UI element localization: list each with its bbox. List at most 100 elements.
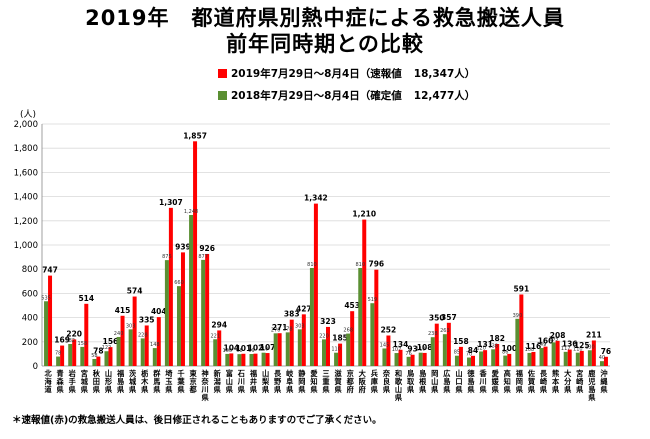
data-label-2018: 99 xyxy=(248,348,254,354)
bar-2019-栃木県 xyxy=(144,325,149,366)
bar-2018-石川県 xyxy=(237,354,242,366)
data-label-2019: 125 xyxy=(574,341,590,350)
data-label-2018: 240 xyxy=(114,331,124,337)
x-tick-label: 長野県 xyxy=(274,369,282,394)
data-label-2019: 294 xyxy=(211,320,227,329)
x-tick-label: 三重県 xyxy=(322,369,330,394)
x-tick-label: 大阪府 xyxy=(359,369,367,394)
data-label-2019: 1,857 xyxy=(183,131,207,140)
y-tick-label: 1,000 xyxy=(14,241,38,251)
x-tick-label: 香川県 xyxy=(479,369,488,394)
bar-2018-東京都 xyxy=(189,214,194,366)
x-tick-label: 滋賀県 xyxy=(333,369,342,394)
data-label-2019: 591 xyxy=(514,284,530,293)
x-tick-label: 山梨県 xyxy=(261,369,270,394)
bar-2019-群馬県 xyxy=(156,317,161,366)
y-tick-label: 200 xyxy=(22,338,38,348)
data-label-2018: 107 xyxy=(392,347,402,353)
bar-2019-佐賀県 xyxy=(531,351,536,366)
data-label-2018: 220 xyxy=(319,333,329,339)
x-tick-label: 埼玉県 xyxy=(165,369,173,394)
x-tick-label: 福島県 xyxy=(116,369,125,394)
x-tick-label: 兵庫県 xyxy=(371,369,379,394)
bar-2019-千葉県 xyxy=(180,252,185,366)
bar-2018-福井県 xyxy=(249,354,254,366)
bar-2019-熊本県 xyxy=(555,340,560,366)
data-label-2019: 160 xyxy=(538,337,554,346)
data-label-2019: 796 xyxy=(369,260,385,269)
data-label-2018: 110 xyxy=(331,347,341,353)
x-tick-label: 岩手県 xyxy=(68,369,77,394)
data-label-2019: 134 xyxy=(393,340,409,349)
bar-2019-徳島県 xyxy=(471,355,476,366)
bar-2019-東京都 xyxy=(193,141,198,366)
data-label-2019: 220 xyxy=(66,329,82,338)
data-label-2018: 148 xyxy=(150,342,160,348)
data-label-2019: 131 xyxy=(477,340,493,349)
bar-2018-兵庫県 xyxy=(370,303,375,366)
data-label-2018: 158 xyxy=(78,341,88,347)
y-tick-label: 1,400 xyxy=(14,193,38,203)
data-label-2019: 1,307 xyxy=(159,198,183,207)
bar-2019-埼玉県 xyxy=(168,207,173,366)
data-label-2018: 110 xyxy=(259,347,269,353)
bar-2018-大分県 xyxy=(563,351,568,366)
y-tick-label: 0 xyxy=(33,362,38,372)
bar-2019-鹿児島県 xyxy=(591,340,596,366)
data-label-2018: 270 xyxy=(271,327,281,333)
bar-2019-愛媛県 xyxy=(495,343,500,366)
bar-2018-長野県 xyxy=(273,333,278,366)
bar-2019-鳥取県 xyxy=(410,354,415,366)
bar-2019-滋賀県 xyxy=(338,343,343,366)
x-tick-label: 東京都 xyxy=(188,369,197,394)
data-label-2019: 100 xyxy=(501,344,517,353)
legend-total-2018: 12,477人） xyxy=(413,89,476,102)
bar-2019-茨城県 xyxy=(132,296,137,366)
bar-2019-山口県 xyxy=(458,346,463,366)
x-tick-label: 佐賀県 xyxy=(527,369,536,394)
data-label-2019: 383 xyxy=(284,310,300,319)
data-label-2018: 78 xyxy=(55,351,61,357)
data-label-2018: 130 xyxy=(585,344,595,350)
x-tick-label: 富山県 xyxy=(226,369,234,394)
bar-2018-徳島県 xyxy=(467,357,472,366)
y-tick-label: 1,800 xyxy=(14,144,38,154)
bar-2018-鹿児島県 xyxy=(587,350,592,366)
data-label-2019: 1,210 xyxy=(352,210,376,219)
legend: 2019年7月29日～8月4日（速報値 18,347人） 2018年7月29日～8… xyxy=(218,62,475,106)
bar-2018-北海道 xyxy=(44,301,49,366)
bar-2018-沖縄県 xyxy=(599,361,604,366)
data-label-2018: 117 xyxy=(561,346,571,352)
data-label-2018: 1,248 xyxy=(184,209,198,215)
bar-2019-大阪府 xyxy=(362,219,367,366)
x-tick-label: 青森県 xyxy=(56,369,65,394)
data-label-2019: 323 xyxy=(320,317,336,326)
bar-2019-北海道 xyxy=(48,275,53,366)
data-label-2019: 78 xyxy=(93,347,103,356)
data-label-2018: 120 xyxy=(476,345,486,351)
bar-2018-群馬県 xyxy=(152,348,157,366)
bar-2018-千葉県 xyxy=(176,286,181,366)
data-label-2018: 238 xyxy=(428,331,438,337)
x-tick-label: 高知県 xyxy=(503,369,512,394)
x-tick-label: 栃木県 xyxy=(140,369,149,394)
bar-2018-京都府 xyxy=(346,333,351,366)
data-label-2019: 939 xyxy=(175,242,191,251)
x-tick-label: 岡山県 xyxy=(431,369,439,394)
chart-title-line1: 2019年 都道府県別熱中症による救急搬送人員 xyxy=(85,6,565,30)
x-tick-label: 石川県 xyxy=(237,369,246,394)
bar-2018-三重県 xyxy=(322,339,326,366)
bar-2019-福岡県 xyxy=(519,294,524,366)
x-tick-label: 鹿児島県 xyxy=(587,369,596,402)
data-label-2018: 108 xyxy=(525,347,535,353)
x-tick-label: 千葉県 xyxy=(176,369,185,394)
bar-2019-宮崎県 xyxy=(579,350,584,366)
footnote: ＊速報値(赤)の救急搬送人員は、後日修正されることもありますのでご了承ください。 xyxy=(12,415,382,426)
x-tick-label: 神奈川県 xyxy=(201,369,210,402)
x-tick-label: 奈良県 xyxy=(382,369,391,394)
data-label-2018: 122 xyxy=(102,345,112,351)
bar-2018-鳥取県 xyxy=(406,356,411,366)
data-label-2018: 76 xyxy=(405,351,411,357)
chart-title-line2: 前年同時期との比較 xyxy=(226,32,424,56)
